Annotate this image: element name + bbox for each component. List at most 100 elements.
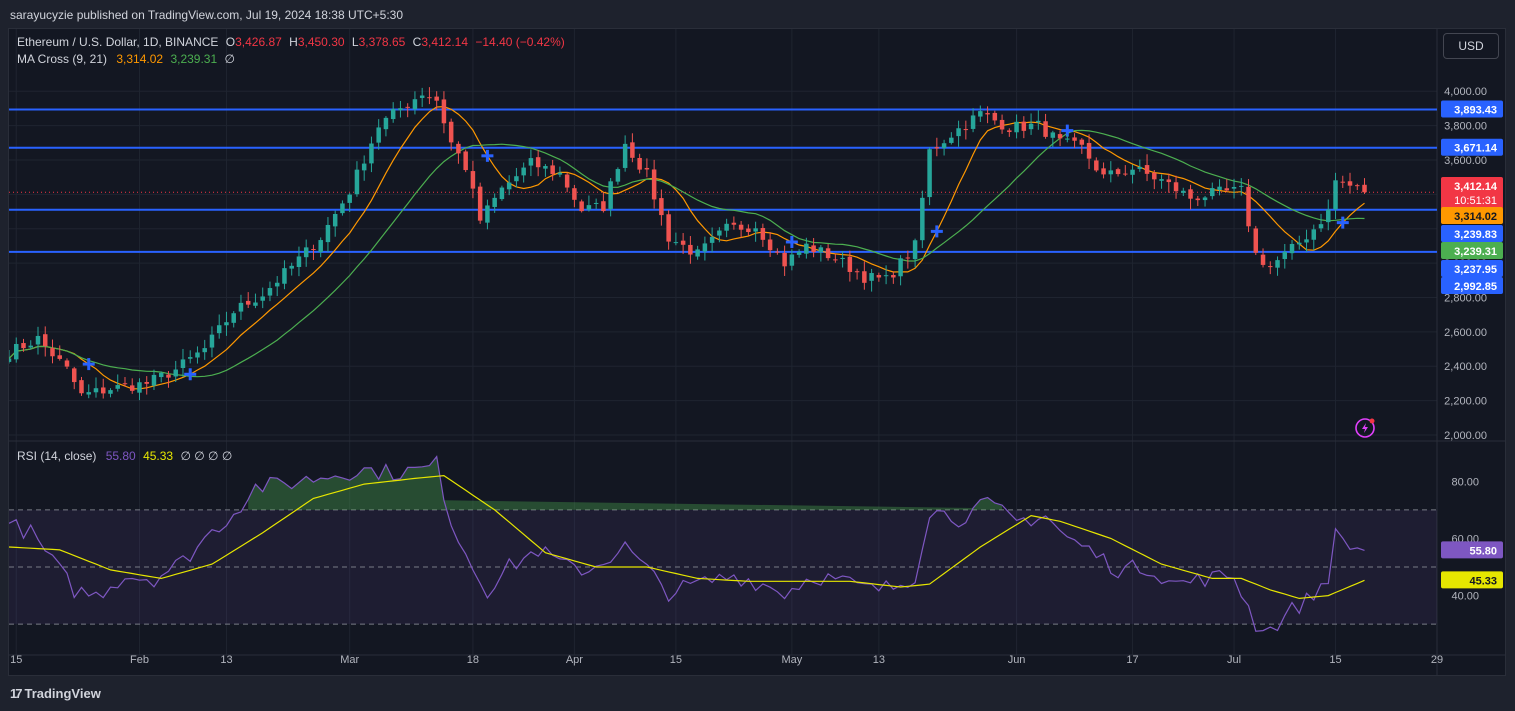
candle — [738, 221, 744, 238]
candle — [1115, 167, 1121, 177]
candle — [405, 103, 410, 118]
candle-body — [361, 163, 367, 171]
candle — [1253, 225, 1259, 255]
candle-body — [637, 157, 642, 170]
candle — [245, 292, 251, 308]
change-value: −14.40 (−0.42%) — [475, 35, 565, 49]
candle — [485, 199, 490, 230]
low-value: 3,378.65 — [358, 35, 406, 49]
candle — [1297, 235, 1302, 250]
price-tag-bg — [1441, 260, 1503, 277]
candle-body — [615, 169, 621, 182]
tradingview-logo[interactable]: 17 TradingView — [10, 686, 101, 701]
candle-body — [1304, 239, 1309, 243]
candle — [289, 262, 294, 276]
candle — [28, 340, 33, 350]
candle-body — [9, 358, 12, 362]
candle-body — [1188, 189, 1193, 199]
candle-body — [1101, 168, 1106, 175]
ma-cross-marker — [785, 235, 798, 248]
publisher-bar: sarayucyzie published on TradingView.com… — [0, 0, 1515, 28]
candle-body — [427, 97, 432, 99]
candle-body — [1159, 179, 1164, 181]
candle-body — [1202, 197, 1208, 201]
candle — [767, 232, 773, 257]
candle — [303, 239, 309, 267]
currency-button[interactable]: USD — [1443, 33, 1499, 59]
rsi-suffix: ∅ ∅ ∅ ∅ — [180, 449, 233, 463]
candle-body — [905, 257, 911, 259]
candle — [202, 339, 207, 360]
candle-body — [920, 197, 925, 241]
candle — [492, 193, 497, 213]
candle-body — [666, 214, 671, 242]
last-price-tag: 3,412.14 10:51:31 — [1441, 177, 1503, 209]
candle-body — [1144, 165, 1150, 174]
candle — [963, 120, 969, 140]
candle — [637, 153, 642, 174]
tradingview-logo-icon: 17 — [10, 686, 23, 701]
candle — [1246, 179, 1251, 233]
candle-body — [572, 188, 577, 200]
candle-body — [231, 313, 236, 323]
candle-body — [390, 109, 396, 120]
ma-cross-marker — [184, 368, 197, 381]
candle — [332, 210, 338, 237]
candle — [1101, 162, 1106, 179]
candle-body — [166, 374, 171, 378]
candle — [724, 218, 729, 238]
candle — [470, 160, 476, 199]
ma-fast-value: 3,314.02 — [116, 52, 164, 66]
candle-body — [1347, 181, 1353, 186]
y-tick-label: 3,800.00 — [1444, 121, 1487, 133]
rsi-legend: RSI (14, close) 55.80 45.33 ∅ ∅ ∅ ∅ — [17, 449, 232, 463]
candle-body — [1333, 180, 1338, 210]
candle — [173, 360, 178, 382]
candle — [840, 251, 845, 268]
candle-body — [1086, 142, 1092, 159]
candle — [383, 116, 389, 137]
candle — [1239, 178, 1244, 196]
candle — [876, 272, 882, 282]
candle-body — [912, 240, 918, 260]
candle — [1007, 128, 1012, 137]
low-label: L — [351, 35, 359, 49]
candle — [731, 216, 737, 230]
y-tick-label: 2,800.00 — [1444, 292, 1487, 304]
price-tag-layer: 3,893.43 3,671.14 3,412.14 10:51:31 3,314.02… — [1441, 100, 1503, 589]
ma-cross-v — [935, 225, 939, 238]
candle-body — [1340, 181, 1346, 183]
candle — [361, 155, 367, 181]
candle-body — [1043, 121, 1048, 137]
candle-body — [833, 259, 838, 261]
last-price-tag-bg — [1441, 177, 1503, 209]
candle-body — [216, 325, 222, 334]
candle — [325, 217, 331, 252]
candle-body — [630, 142, 635, 158]
x-tick-label: 18 — [467, 654, 479, 666]
candle-body — [71, 368, 77, 383]
candle-body — [564, 174, 570, 188]
candle — [688, 236, 693, 264]
candle — [9, 350, 12, 364]
candle — [347, 193, 352, 212]
chart-canvas[interactable]: 15 Feb 13 Mar 18 Apr 15 May 13 Jun 17 Jul 15 29 2,000.… — [9, 29, 1505, 675]
grid-layer — [9, 29, 1505, 675]
candle-body — [456, 143, 461, 154]
candle — [572, 184, 577, 208]
alert-icon[interactable] — [1355, 418, 1375, 438]
candle — [862, 261, 867, 290]
price-tag-bg — [1441, 207, 1503, 224]
candle-body — [717, 230, 722, 236]
candle — [506, 175, 512, 196]
ma-cross-marker — [82, 358, 95, 371]
candle — [1065, 134, 1070, 143]
candle — [593, 198, 599, 210]
candle-body — [354, 169, 360, 195]
candle — [1282, 243, 1288, 269]
candle — [151, 369, 157, 390]
candle — [1173, 175, 1179, 199]
candle-body — [579, 201, 584, 212]
chart-frame[interactable]: 15 Feb 13 Mar 18 Apr 15 May 13 Jun 17 Jul 15 29 2,000.… — [8, 28, 1506, 676]
candle — [673, 232, 679, 246]
